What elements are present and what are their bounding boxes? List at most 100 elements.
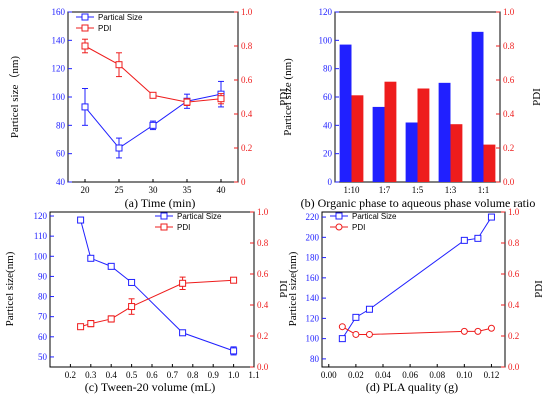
panel-caption: (c) Tween-20 volume (mL)	[85, 380, 216, 394]
x-tick-label: 40	[217, 185, 227, 195]
data-point-pdi	[107, 315, 115, 323]
bar-pdi	[384, 81, 397, 182]
y-left-tick-label: 220	[306, 212, 320, 222]
x-tick-label: 1:7	[379, 185, 391, 195]
y-right-tick-label: 0.2	[241, 143, 252, 153]
y-right-tick-label: 0.6	[257, 269, 269, 279]
legend-label: Partical Size	[352, 212, 397, 221]
y-left-axis-title: Particel size（nm)	[8, 56, 21, 139]
y-left-tick-label: 200	[306, 232, 320, 242]
y-left-tick-label: 0	[328, 177, 333, 187]
panel-caption: (a) Time (min)	[125, 196, 196, 210]
y-left-tick-label: 70	[38, 312, 48, 322]
y-right-tick-label: 0.2	[508, 331, 519, 341]
data-point-particle-size	[365, 305, 373, 313]
x-tick-label: 0.9	[208, 370, 220, 380]
x-tick-label: 1.0	[228, 370, 240, 380]
y-right-tick-label: 0.4	[508, 300, 520, 310]
plot-frame	[49, 211, 255, 368]
legend-label: PDI	[177, 223, 190, 232]
legend-marker	[335, 223, 343, 231]
bar-particle-size	[471, 31, 484, 183]
y-left-tick-label: 60	[56, 149, 66, 159]
x-tick-label: 1:3	[445, 185, 457, 195]
y-left-tick-label: 140	[52, 35, 66, 45]
y-left-axis-title: Particel size(nm)	[287, 251, 299, 326]
y-left-axis-title: Particel size(nm)	[4, 251, 16, 326]
x-tick-label: 0.12	[484, 370, 500, 380]
y-right-tick-label: 0.4	[257, 300, 269, 310]
y-right-axis-title: PDI	[531, 88, 543, 106]
y-right-tick-label: 0.6	[503, 75, 515, 85]
bar-particle-size	[372, 106, 385, 182]
y-left-tick-label: 100	[306, 334, 320, 344]
y-left-tick-label: 60	[323, 92, 333, 102]
y-left-tick-label: 100	[52, 92, 66, 102]
y-left-tick-label: 160	[306, 273, 320, 283]
data-point-pdi	[474, 327, 482, 335]
y-right-tick-label: 0.8	[241, 41, 253, 51]
data-point-pdi	[365, 330, 373, 338]
legend-label: Partical Size	[98, 13, 143, 22]
bar-particle-size	[339, 44, 352, 183]
data-point-pdi	[230, 276, 238, 284]
y-left-tick-label: 80	[38, 292, 48, 302]
data-point-pdi	[128, 303, 136, 311]
y-left-tick-label: 50	[38, 352, 48, 362]
x-tick-label: 0.5	[126, 370, 138, 380]
x-tick-label: 20	[81, 185, 91, 195]
y-left-tick-label: 120	[319, 7, 333, 17]
y-left-tick-label: 90	[38, 271, 48, 281]
x-tick-label: 0.7	[167, 370, 179, 380]
y-left-tick-label: 60	[38, 332, 48, 342]
y-left-tick-label: 180	[306, 253, 320, 263]
x-tick-label: 0.08	[429, 370, 445, 380]
y-right-tick-label: 1.0	[503, 7, 515, 17]
x-tick-label: 0.3	[85, 370, 97, 380]
x-tick-label: 0.8	[187, 370, 199, 380]
legend-marker	[81, 24, 89, 32]
data-point-particle-size	[87, 254, 95, 262]
legend-label: Partical Size	[177, 212, 222, 221]
bar-pdi	[483, 144, 496, 182]
y-right-axis-title: PDI	[278, 88, 290, 106]
y-left-tick-label: 160	[52, 7, 66, 17]
y-right-tick-label: 0.8	[257, 238, 269, 248]
y-left-tick-label: 100	[319, 35, 333, 45]
data-point-particle-size	[149, 121, 157, 129]
data-point-particle-size	[107, 262, 115, 270]
x-tick-label: 0.6	[146, 370, 158, 380]
y-left-tick-label: 140	[306, 293, 320, 303]
data-point-particle-size	[179, 329, 187, 337]
x-tick-label: 30	[149, 185, 159, 195]
panel-c: 50 60 70 80 90 100 110 120 0.0 0.2 0.4 0.6 0.8 1.0 0.2…	[4, 207, 290, 394]
x-tick-label: 0.10	[456, 370, 472, 380]
y-right-tick-label: 1.0	[508, 207, 520, 217]
legend-marker	[160, 223, 168, 231]
data-point-pdi	[87, 320, 95, 328]
data-point-particle-size	[115, 144, 123, 152]
bar-particle-size	[405, 122, 418, 182]
y-left-tick-label: 120	[52, 64, 66, 74]
y-right-tick-label: 1.0	[241, 7, 253, 17]
x-tick-label: 0.02	[348, 370, 364, 380]
x-tick-label: 1:1	[478, 185, 490, 195]
panel-b: 0 20 40 60 80 100 120 0.0 0.2 0.4 0.6 0.8 1.0 1:10 1:7…	[282, 7, 543, 210]
y-right-tick-label: 0.2	[503, 143, 514, 153]
y-right-tick-label: 0.0	[257, 362, 269, 372]
data-point-particle-size	[474, 234, 482, 242]
y-left-tick-label: 100	[34, 251, 48, 261]
y-right-tick-label: 0.8	[508, 238, 520, 248]
x-tick-label: 25	[115, 185, 125, 195]
y-right-tick-label: 1.0	[257, 207, 269, 217]
data-point-particle-size	[128, 278, 136, 286]
y-right-tick-label: 0	[241, 177, 246, 187]
bar-pdi	[417, 88, 430, 182]
x-tick-label: 0.4	[106, 370, 118, 380]
y-right-tick-label: 0.0	[508, 362, 520, 372]
x-tick-label: 35	[183, 185, 193, 195]
y-left-tick-label: 120	[34, 211, 48, 221]
y-right-tick-label: 0.4	[241, 109, 253, 119]
y-right-axis-title: PDI	[278, 280, 290, 298]
